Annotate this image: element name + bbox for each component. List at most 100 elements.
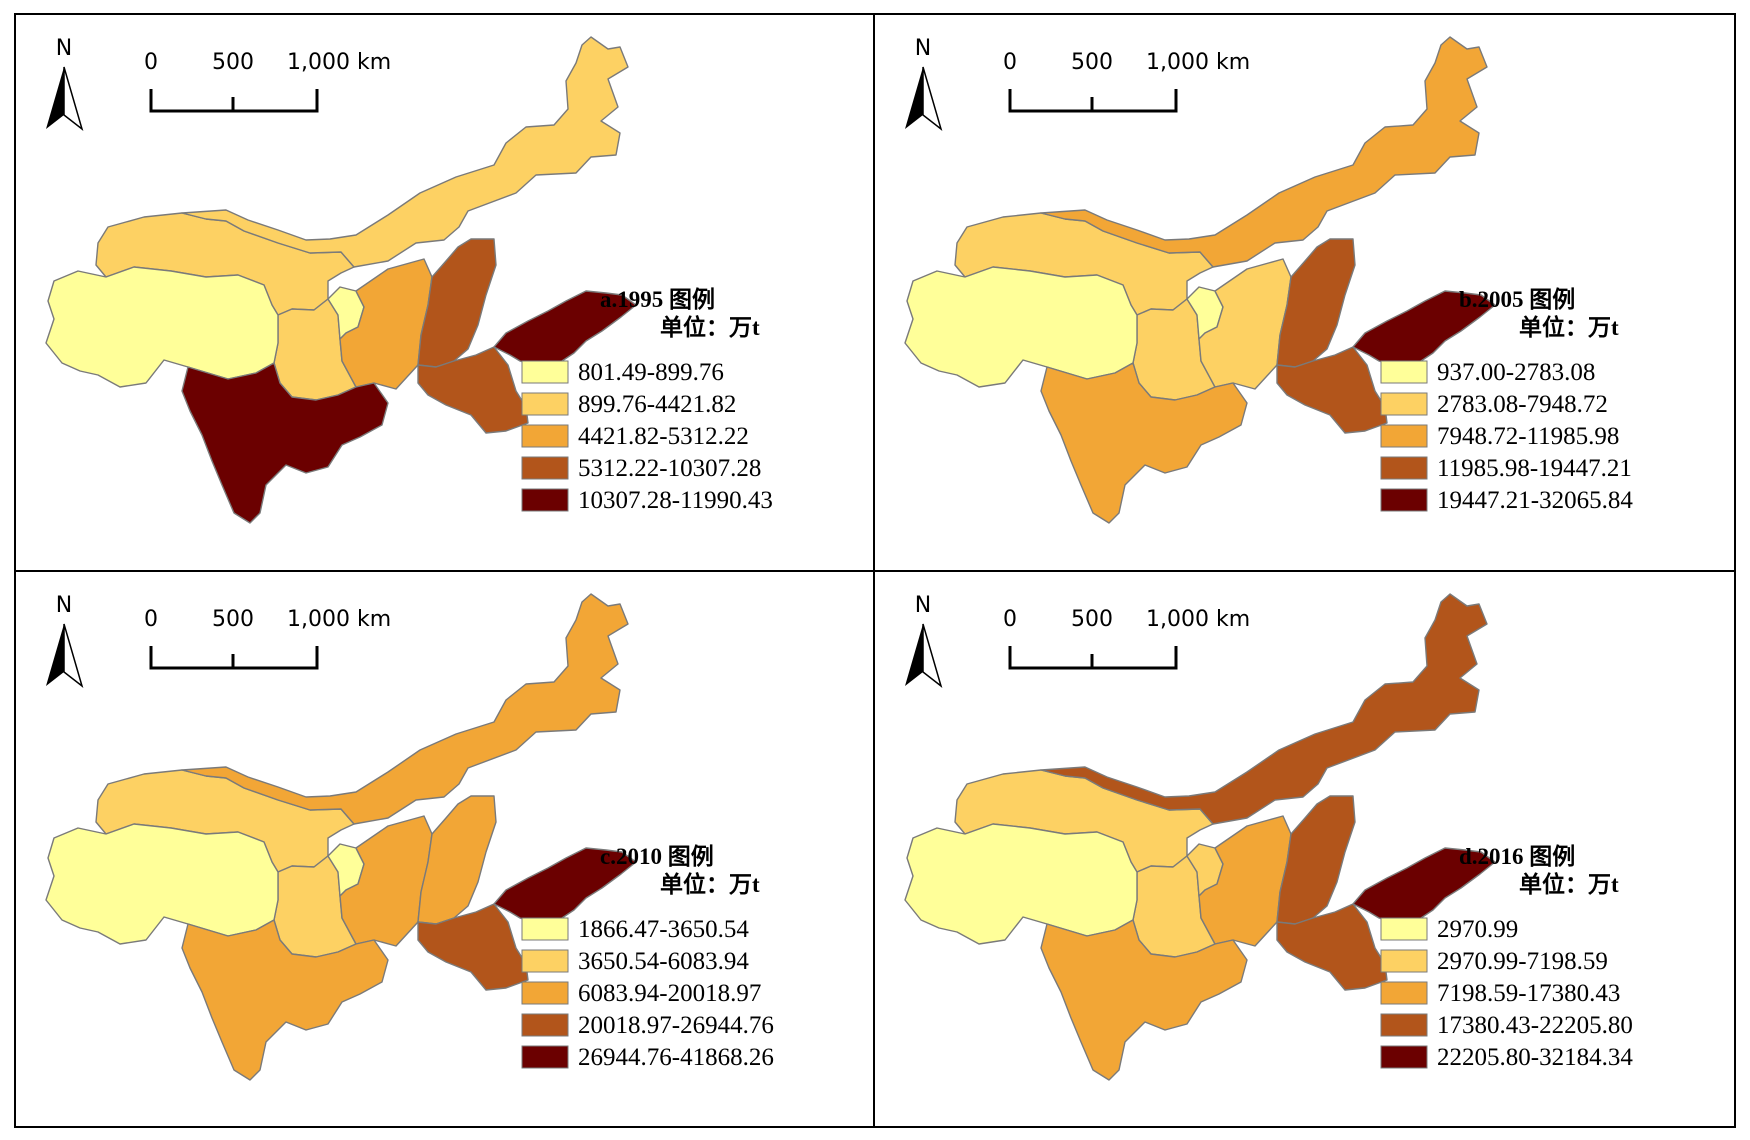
legend-swatch [1380,917,1428,941]
region-innermongolia [181,36,629,268]
legend-range-label: 26944.76-41868.26 [578,1044,774,1071]
region-qinghai [45,266,279,388]
region-sichuan [181,919,389,1081]
legend-title: a.1995 图例 [600,287,715,312]
legend-range-label: 20018.97-26944.76 [578,1012,774,1039]
legend-swatch [521,360,569,384]
north-label: N [56,593,72,618]
region-shanxi [1276,238,1356,368]
legend-range-label: 7198.59-17380.43 [1437,980,1620,1007]
legend-range-label: 3650.54-6083.94 [578,948,749,975]
legend-range-label: 7948.72-11985.98 [1437,423,1619,450]
legend-range-label: 11985.98-19447.21 [1437,455,1632,482]
north-label: N [915,593,931,618]
scale-label: 0 [1003,607,1017,632]
region-shaanxi [1198,815,1292,947]
legend-swatch [521,949,569,973]
scale-label: 1,000 km [287,607,391,632]
legend-swatch [521,981,569,1005]
legend-unit: 单位：万t [1519,871,1619,897]
region-shaanxi [339,815,433,947]
legend-range-label: 937.00-2783.08 [1437,359,1595,386]
legend-range-label: 5312.22-10307.28 [578,455,761,482]
north-arrow-icon: N [905,593,943,689]
legend-range-label: 19447.21-32065.84 [1437,487,1633,514]
region-shaanxi [1198,258,1292,390]
region-innermongolia [1040,593,1488,825]
scale-label: 0 [144,50,158,75]
legend-swatch [521,1013,569,1037]
region-innermongolia [1040,36,1488,268]
scale-label: 500 [1071,50,1113,75]
legend-swatch [521,488,569,512]
legend-title: c.2010 图例 [600,844,714,869]
legend-range-label: 10307.28-11990.43 [578,487,773,514]
legend-swatch [1380,981,1428,1005]
legend-swatch [1380,456,1428,480]
region-map [45,593,637,1081]
legend-range-label: 2970.99-7198.59 [1437,948,1608,975]
north-label: N [56,36,72,61]
legend-swatch [1380,360,1428,384]
region-shaanxi [339,258,433,390]
legend-range-label: 2783.08-7948.72 [1437,391,1608,418]
region-sichuan [1040,362,1248,524]
region-shanxi [417,238,497,368]
map-panel-1995: N 0 500 1,000 km a.1995 图例 单位：万t 801.49-899.76… [14,13,875,572]
scale-bar: 0 500 1,000 km [144,50,391,113]
legend-range-label: 801.49-899.76 [578,359,724,386]
scale-label: 1,000 km [1146,607,1250,632]
region-map [904,36,1496,524]
scale-label: 0 [1003,50,1017,75]
legend-swatch [1380,488,1428,512]
region-qinghai [45,823,279,945]
legend-swatch [1380,424,1428,448]
legend-swatch [1380,949,1428,973]
region-qinghai [904,823,1138,945]
scale-label: 1,000 km [287,50,391,75]
legend-range-label: 17380.43-22205.80 [1437,1012,1633,1039]
scale-bar: 0 500 1,000 km [144,607,391,670]
scale-bar: 0 500 1,000 km [1003,50,1250,113]
map-panel-2010: N 0 500 1,000 km c.2010 图例 单位：万t 1866.47-3650.… [14,570,875,1128]
legend-unit: 单位：万t [1519,314,1619,340]
legend-range-label: 6083.94-20018.97 [578,980,761,1007]
scale-label: 0 [144,607,158,632]
legend-swatch [1380,392,1428,416]
region-sichuan [181,362,389,524]
scale-label: 1,000 km [1146,50,1250,75]
region-shanxi [417,795,497,925]
legend-range-label: 1866.47-3650.54 [578,916,749,943]
legend-swatch [1380,1045,1428,1069]
region-innermongolia [181,593,629,825]
north-arrow-icon: N [905,36,943,132]
region-shanxi [1276,795,1356,925]
scale-label: 500 [212,50,254,75]
legend-unit: 单位：万t [660,871,760,897]
north-arrow-icon: N [46,593,84,689]
legend-swatch [521,917,569,941]
legend-swatch [521,392,569,416]
scale-label: 500 [212,607,254,632]
legend-unit: 单位：万t [660,314,760,340]
map-panel-2005: N 0 500 1,000 km b.2005 图例 单位：万t 937.00-2783.0… [873,13,1736,572]
region-map [904,593,1496,1081]
legend-swatch [521,1045,569,1069]
legend-range-label: 2970.99 [1437,916,1518,943]
legend-swatch [521,424,569,448]
region-map [45,36,637,524]
north-label: N [915,36,931,61]
legend-range-label: 4421.82-5312.22 [578,423,749,450]
region-qinghai [904,266,1138,388]
legend-title: b.2005 图例 [1459,287,1575,312]
map-panel-2016: N 0 500 1,000 km d.2016 图例 单位：万t 2970.99 2970.9… [873,570,1736,1128]
